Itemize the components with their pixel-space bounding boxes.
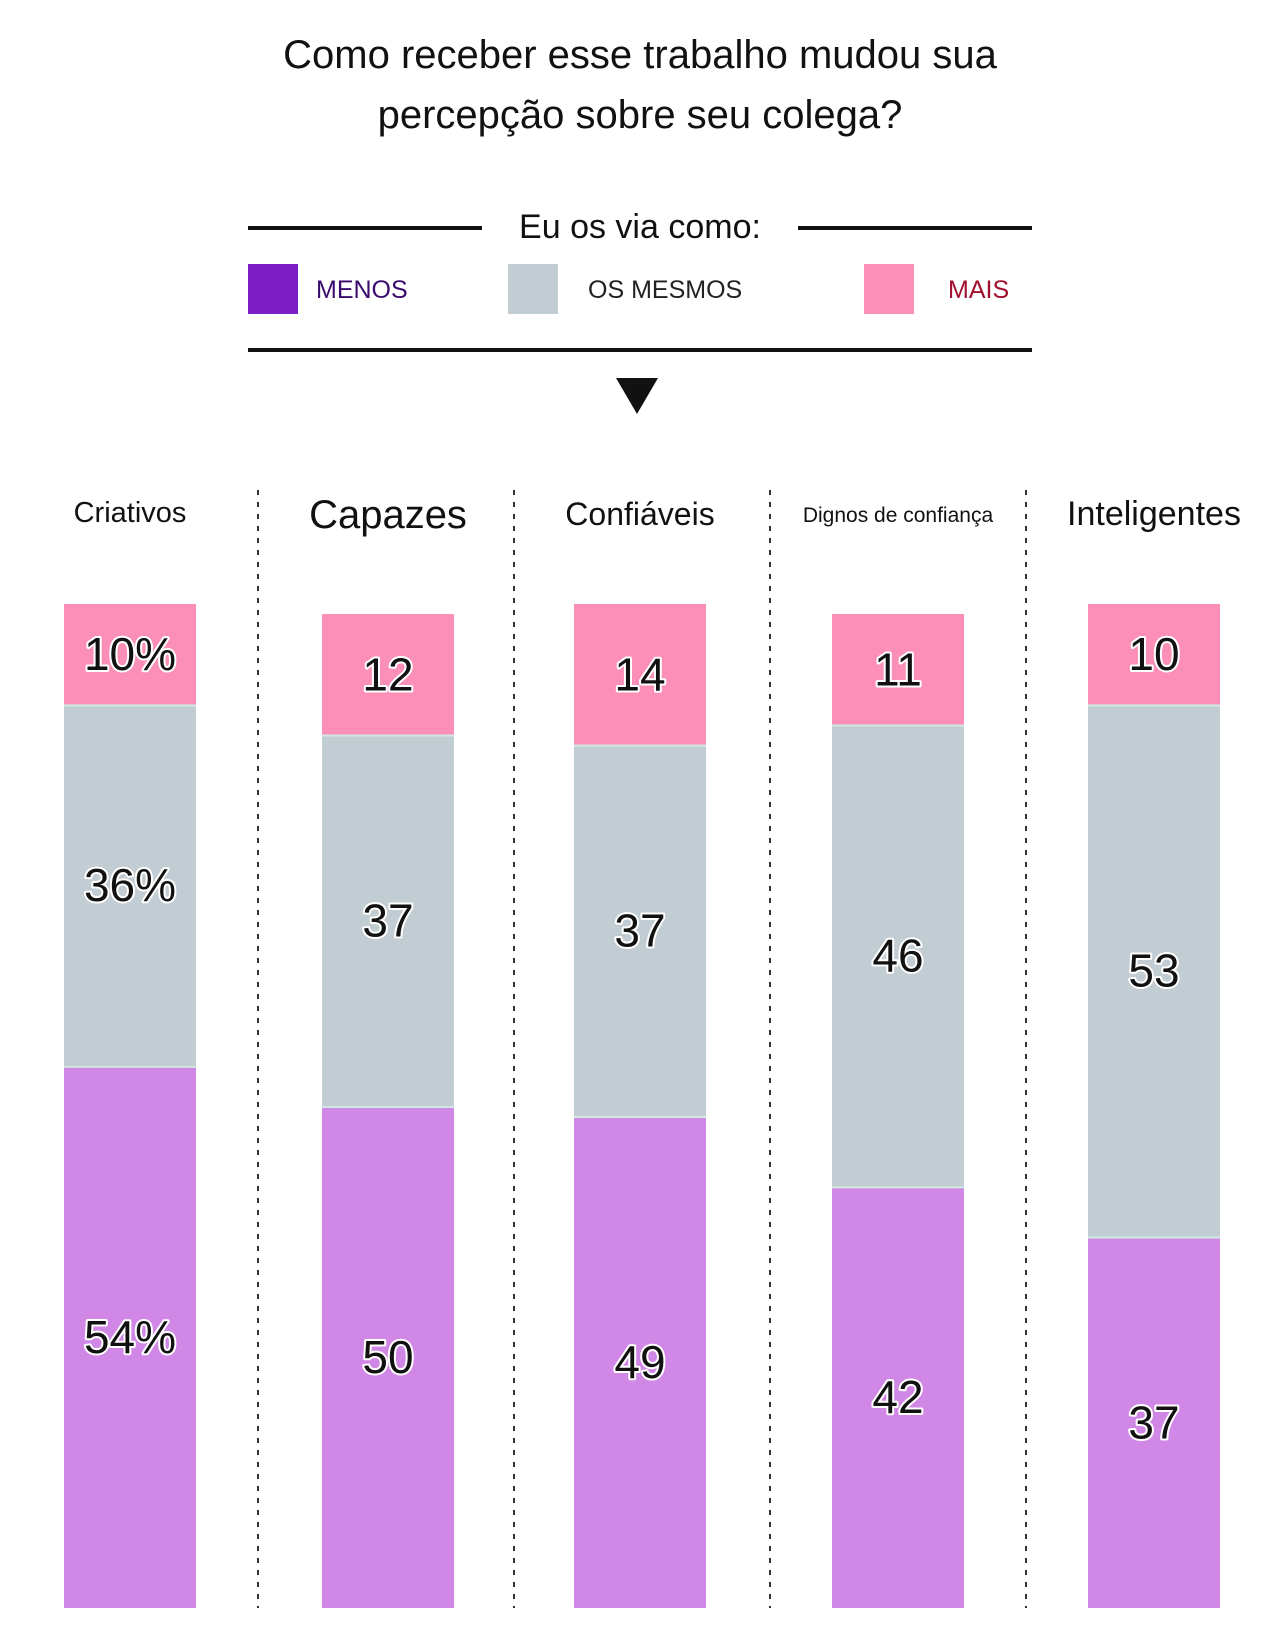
data-label-mesmos: 37: [362, 894, 413, 946]
category-label-capazes: Capazes: [309, 493, 467, 537]
legend-label-mesmos: OS MESMOS: [588, 276, 742, 304]
category-label-dignos-de-confianca: Dignos de confiança: [803, 504, 994, 527]
legend-swatch-mais: [864, 264, 914, 314]
bar-segment-mais: [64, 604, 196, 705]
data-label-mesmos: 53: [1128, 944, 1179, 996]
data-label-mesmos: 37: [614, 904, 665, 956]
data-label-menos: 49: [614, 1336, 665, 1388]
data-label-mais: 14: [614, 648, 665, 700]
legend: MENOS OS MESMOS MAIS: [248, 264, 1009, 314]
bar-segment-mais: [322, 614, 454, 735]
bar-segment-mesmos: [574, 744, 706, 1117]
bar-segment-mesmos: [1088, 704, 1220, 1237]
data-label-mais: 10: [1128, 628, 1179, 680]
data-label-mais: 10%: [84, 628, 176, 680]
legend-swatch-mesmos: [508, 264, 558, 314]
bar-segment-menos: [832, 1186, 964, 1608]
category-label-confiaveis: Confiáveis: [565, 496, 714, 532]
bar-segment-mesmos: [64, 704, 196, 1066]
bar-segment-mais: [1088, 604, 1220, 705]
legend-heading: Eu os via como:: [519, 208, 761, 246]
bar-segment-menos: [574, 1116, 706, 1608]
data-label-mesmos: 46: [872, 929, 923, 981]
category-label-inteligentes: Inteligentes: [1067, 495, 1241, 533]
bar-segment-menos: [1088, 1236, 1220, 1608]
segment-separator: [322, 732, 454, 737]
bar-segment-mais: [832, 614, 964, 725]
legend-swatch-menos: [248, 264, 298, 314]
bars-group: 54% 36% 10% 50 37 12 49 37 14 42 46 11 37 53 10: [64, 604, 1220, 1608]
data-label-menos: 37: [1128, 1396, 1179, 1448]
chart-title-line-2: percepção sobre seu colega?: [378, 93, 903, 137]
legend-label-mais: MAIS: [948, 276, 1009, 304]
chart-title-line-1: Como receber esse trabalho mudou sua: [283, 33, 997, 77]
down-arrow-icon: [616, 378, 658, 414]
data-label-menos: 42: [872, 1371, 923, 1423]
data-label-menos: 54%: [84, 1311, 176, 1363]
bar-segment-menos: [322, 1106, 454, 1608]
category-label-criativos: Criativos: [74, 497, 187, 529]
bar-segment-mesmos: [832, 724, 964, 1187]
data-label-mais: 12: [362, 648, 413, 700]
legend-label-menos: MENOS: [316, 276, 408, 304]
data-label-mais: 11: [874, 643, 922, 695]
data-label-mesmos: 36%: [84, 859, 176, 911]
bar-segment-mesmos: [322, 734, 454, 1106]
data-label-menos: 50: [362, 1331, 413, 1383]
bar-segment-mais: [574, 604, 706, 745]
bar-segment-menos: [64, 1065, 196, 1608]
